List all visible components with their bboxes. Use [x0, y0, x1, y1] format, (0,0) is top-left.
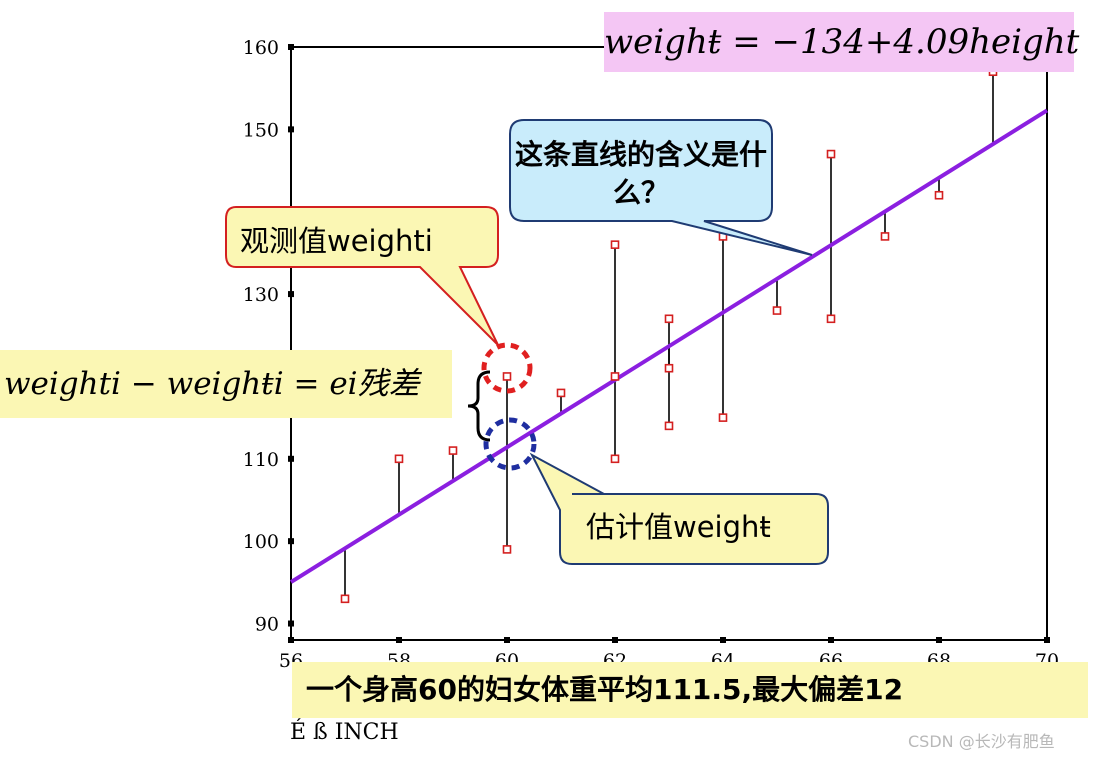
x-tick-mark — [1044, 637, 1050, 643]
observed-highlight-circle — [481, 342, 533, 394]
data-point — [448, 446, 458, 455]
y-tick-mark — [288, 291, 294, 298]
watermark: CSDN @长沙有肥鱼 — [908, 732, 1055, 751]
residual-brace — [467, 370, 491, 442]
data-point — [610, 372, 620, 381]
data-point — [772, 306, 782, 315]
y-tick-mark — [288, 455, 294, 462]
data-point — [556, 388, 566, 398]
data-point — [610, 454, 620, 464]
data-point — [880, 232, 890, 241]
data-point — [664, 421, 674, 431]
x-tick-mark — [720, 637, 726, 643]
y-tick-label: 110 — [243, 449, 279, 471]
y-tick-mark — [288, 44, 294, 50]
data-point — [610, 240, 620, 249]
data-points — [340, 67, 998, 604]
data-point — [826, 149, 836, 159]
y-tick-label: 90 — [255, 614, 279, 636]
x-tick-mark — [936, 637, 942, 643]
question-callout-text: 这条直线的含义是什么？ — [514, 138, 767, 209]
summary-banner: 一个身高60的妇女体重平均111.5,最大偏差12 — [292, 662, 1088, 718]
data-point — [394, 454, 404, 464]
y-tick-mark — [288, 620, 294, 627]
axis-unit-label: É ß INCH — [290, 720, 399, 745]
y-tick-label: 160 — [243, 37, 279, 59]
data-point — [664, 314, 674, 324]
y-tick-label: 130 — [243, 284, 279, 306]
data-point — [340, 594, 350, 604]
x-tick-mark — [612, 637, 618, 643]
x-tick-mark — [504, 637, 510, 643]
y-tick-label: 100 — [243, 531, 279, 553]
observed-callout-text: 观测值weighti — [240, 224, 433, 258]
y-tick-label: 150 — [243, 119, 279, 141]
estimated-callout-text: 估计值weighŧ — [586, 510, 771, 544]
residual-lines — [344, 71, 994, 599]
regression-equation: weighŧ = −134+4.09height — [604, 12, 1079, 72]
y-tick-mark — [288, 126, 294, 133]
x-tick-mark — [396, 637, 402, 643]
data-point — [502, 372, 512, 381]
x-tick-mark — [828, 637, 834, 643]
regression-line — [289, 108, 1049, 584]
estimated-callout-bubble — [529, 452, 829, 565]
y-tick-mark — [288, 538, 294, 545]
observed-callout-bubble — [225, 206, 499, 346]
data-point — [502, 545, 512, 554]
data-point — [826, 314, 836, 324]
data-point — [664, 363, 674, 373]
residual-equation: weighti − weighŧi = ei残差 — [0, 350, 452, 418]
question-callout-bubble — [509, 119, 813, 256]
data-point — [934, 190, 944, 200]
x-tick-mark — [288, 637, 294, 643]
data-point — [718, 413, 728, 422]
estimated-highlight-circle — [483, 417, 537, 471]
